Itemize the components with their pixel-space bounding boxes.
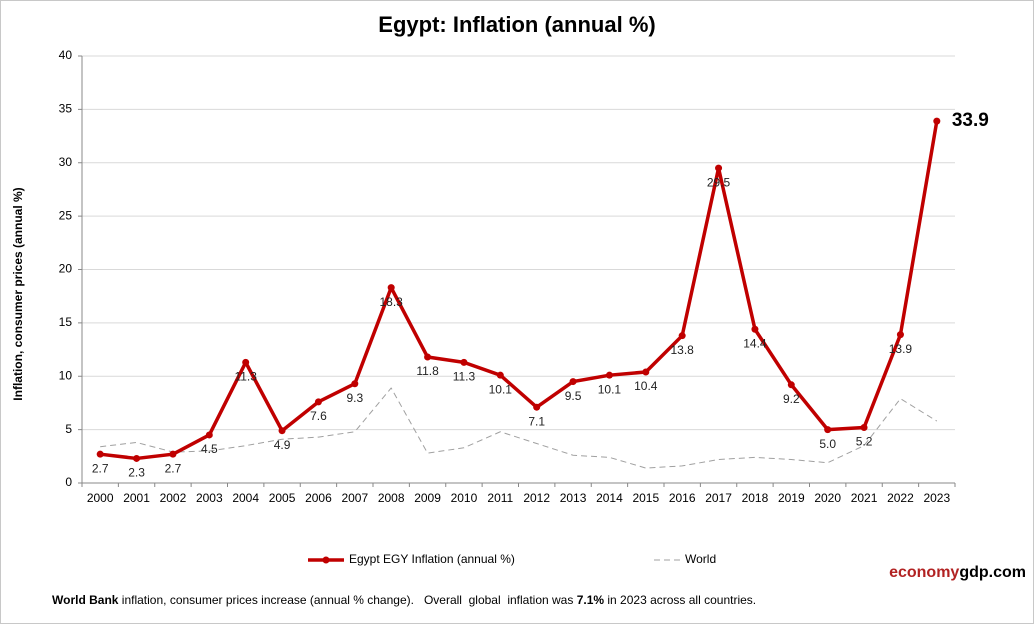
x-tick-label: 2017 [705, 491, 732, 505]
egypt-marker [533, 403, 541, 411]
legend-label: World [685, 552, 716, 566]
x-tick-label: 2008 [378, 491, 405, 505]
egypt-marker [496, 371, 504, 379]
chart-title: Egypt: Inflation (annual %) [378, 12, 655, 37]
egypt-marker [169, 450, 177, 458]
y-axis-label: Inflation, consumer prices (annual %) [11, 187, 25, 400]
x-tick-label: 2014 [596, 491, 623, 505]
egypt-marker [351, 380, 359, 388]
egypt-marker [424, 353, 432, 361]
plot-area: 0 5 10 15 20 25 30 35 40 2000 2001 2002 2003 2004 2005… [59, 48, 989, 505]
x-tick-label: 2001 [123, 491, 150, 505]
data-label: 5.2 [856, 435, 873, 449]
brand-second: gdp.com [959, 564, 1026, 581]
x-tick-label: 2010 [451, 491, 478, 505]
egypt-marker [642, 368, 650, 376]
egypt-marker [787, 381, 795, 389]
data-label: 33.9 [952, 110, 989, 131]
data-label: 9.5 [565, 389, 582, 403]
egypt-line [99, 120, 939, 461]
egypt-marker [751, 325, 759, 333]
x-tick-label: 2019 [778, 491, 805, 505]
footnote-text: in 2023 across all countries. [604, 593, 756, 607]
x-tick-label: 2005 [269, 491, 296, 505]
data-label: 5.0 [819, 437, 836, 451]
data-label: 13.9 [889, 342, 913, 356]
data-label: 11.3 [453, 370, 476, 384]
y-tick-label: 0 [65, 475, 72, 489]
brand: economygdp.com [889, 564, 1026, 581]
egypt-marker [860, 423, 868, 431]
footnote-source: World Bank [52, 593, 119, 607]
y-tick-label: 35 [59, 102, 73, 116]
egypt-marker [715, 164, 723, 172]
y-tick-label: 15 [59, 315, 73, 329]
data-label: 4.9 [274, 438, 291, 452]
x-tick-label: 2012 [523, 491, 550, 505]
data-label: 7.6 [310, 409, 327, 423]
x-tick-label: 2022 [887, 491, 914, 505]
data-label: 9.2 [783, 392, 800, 406]
data-label: 10.1 [598, 382, 622, 396]
y-tick-label: 5 [65, 422, 72, 436]
egypt-marker [387, 284, 395, 292]
egypt-marker [242, 358, 250, 366]
egypt-marker [678, 332, 686, 340]
legend-marker [322, 556, 330, 564]
data-label: 10.4 [634, 379, 658, 393]
x-tick-label: 2006 [305, 491, 332, 505]
y-tick-label: 20 [59, 262, 73, 276]
data-label: 4.5 [201, 442, 218, 456]
legend-label: Egypt EGY Inflation (annual %) [349, 552, 515, 566]
egypt-marker [314, 398, 322, 406]
data-label: 7.1 [528, 414, 545, 428]
egypt-marker [205, 431, 213, 439]
x-tick-label: 2009 [414, 491, 441, 505]
data-label: 11.3 [234, 370, 257, 384]
x-tick-label: 2021 [851, 491, 878, 505]
data-label: 11.8 [416, 364, 439, 378]
egypt-marker [96, 450, 104, 458]
y-tick-label: 25 [59, 208, 73, 222]
world-line [100, 387, 938, 469]
egypt-marker [569, 378, 577, 386]
egypt-marker [605, 371, 613, 379]
x-tick-label: 2016 [669, 491, 696, 505]
footnote: World Bank inflation, consumer prices in… [52, 593, 756, 607]
y-tick-label: 10 [59, 368, 73, 382]
brand-first: economy [889, 564, 959, 581]
x-tick-label: 2013 [560, 491, 587, 505]
x-tick-label: 2007 [341, 491, 368, 505]
data-label: 13.8 [671, 343, 695, 357]
x-tick-label: 2023 [923, 491, 950, 505]
y-tick-label: 30 [59, 155, 73, 169]
x-tick-label: 2018 [742, 491, 769, 505]
egypt-marker [933, 117, 941, 125]
data-label: 2.3 [128, 466, 145, 480]
data-label: 18.3 [380, 295, 404, 309]
x-tick-label: 2011 [487, 491, 513, 505]
x-tick-label: 2015 [632, 491, 659, 505]
x-tick-label: 2000 [87, 491, 114, 505]
egypt-marker [278, 427, 286, 435]
x-tick-label: 2002 [160, 491, 187, 505]
x-tick-label: 2004 [232, 491, 259, 505]
footnote-text: inflation, consumer prices increase (ann… [118, 593, 576, 607]
data-label: 10.1 [489, 382, 513, 396]
egypt-marker [460, 358, 468, 366]
x-tick-label: 2020 [814, 491, 841, 505]
y-tick-label: 40 [59, 48, 73, 62]
footnote-highlight: 7.1% [577, 593, 605, 607]
egypt-marker [896, 331, 904, 339]
egypt-marker [824, 426, 832, 434]
data-label: 9.3 [346, 391, 363, 405]
egypt-marker [133, 454, 141, 462]
data-label: 2.7 [165, 461, 182, 475]
data-label: 29.5 [707, 175, 731, 189]
data-label: 2.7 [92, 461, 109, 475]
x-tick-label: 2003 [196, 491, 223, 505]
data-label: 14.4 [743, 336, 767, 350]
